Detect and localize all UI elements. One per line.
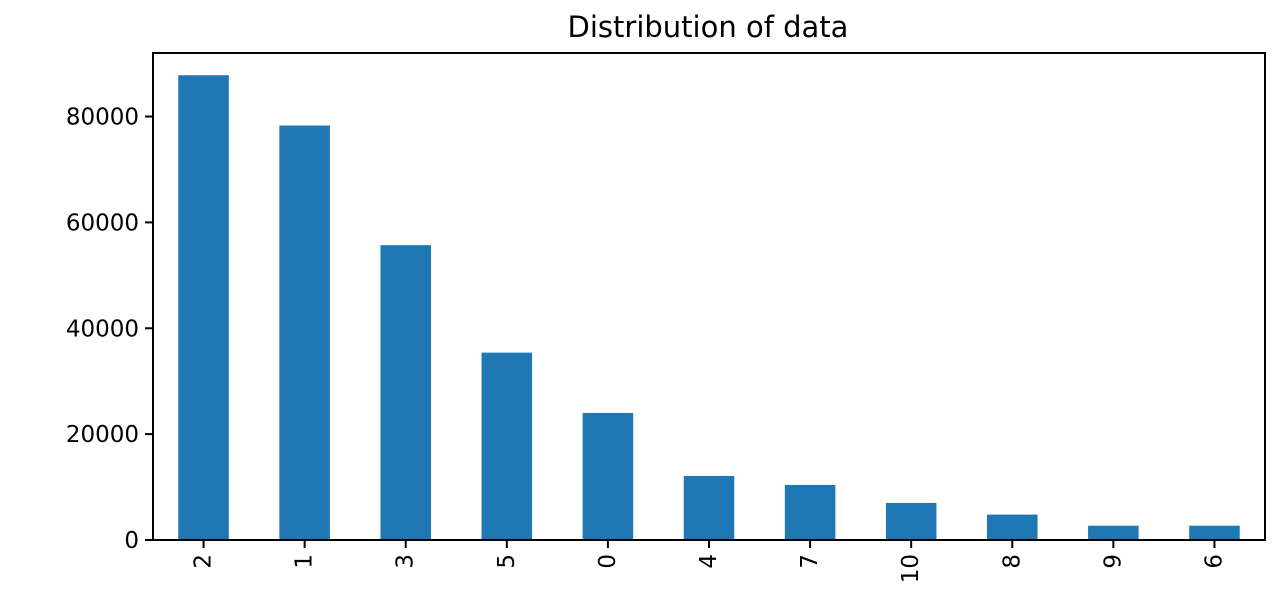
bar-0	[582, 412, 634, 540]
bar-9	[1088, 525, 1139, 540]
plot-frame	[152, 52, 1266, 541]
x-tick-label: 0	[595, 554, 621, 569]
bar-4	[683, 475, 735, 540]
y-tick-label: 60000	[66, 210, 139, 236]
bar-1	[279, 125, 330, 540]
x-tick-label: 7	[797, 554, 823, 569]
bar-6	[1189, 525, 1240, 540]
x-tick-label: 3	[393, 554, 419, 569]
x-tick-label: 9	[1100, 554, 1126, 569]
bar-8	[987, 514, 1038, 540]
x-axis: 2 1 3 5 0 4 7 10 8 9 6	[191, 540, 1227, 583]
y-axis: 0 20000 40000 60000 80000	[66, 105, 153, 554]
y-tick-label: 40000	[66, 316, 139, 342]
bar-5	[481, 352, 533, 540]
x-tick-label: 6	[1201, 554, 1227, 569]
chart-title: Distribution of data	[568, 10, 849, 44]
x-tick-label: 10	[898, 554, 924, 583]
bar-2	[178, 75, 229, 540]
x-tick-label: 4	[696, 554, 722, 569]
bar-3	[380, 245, 431, 540]
bars-group	[178, 75, 1240, 540]
x-tick-label: 2	[191, 554, 217, 569]
x-tick-label: 1	[292, 554, 318, 569]
y-tick-label: 20000	[66, 422, 139, 448]
x-tick-label: 5	[494, 554, 520, 569]
y-tick-label: 0	[124, 528, 139, 554]
bar-7	[784, 484, 836, 540]
bar-10	[885, 502, 937, 540]
x-tick-label: 8	[999, 554, 1025, 569]
y-tick-label: 80000	[66, 105, 139, 131]
